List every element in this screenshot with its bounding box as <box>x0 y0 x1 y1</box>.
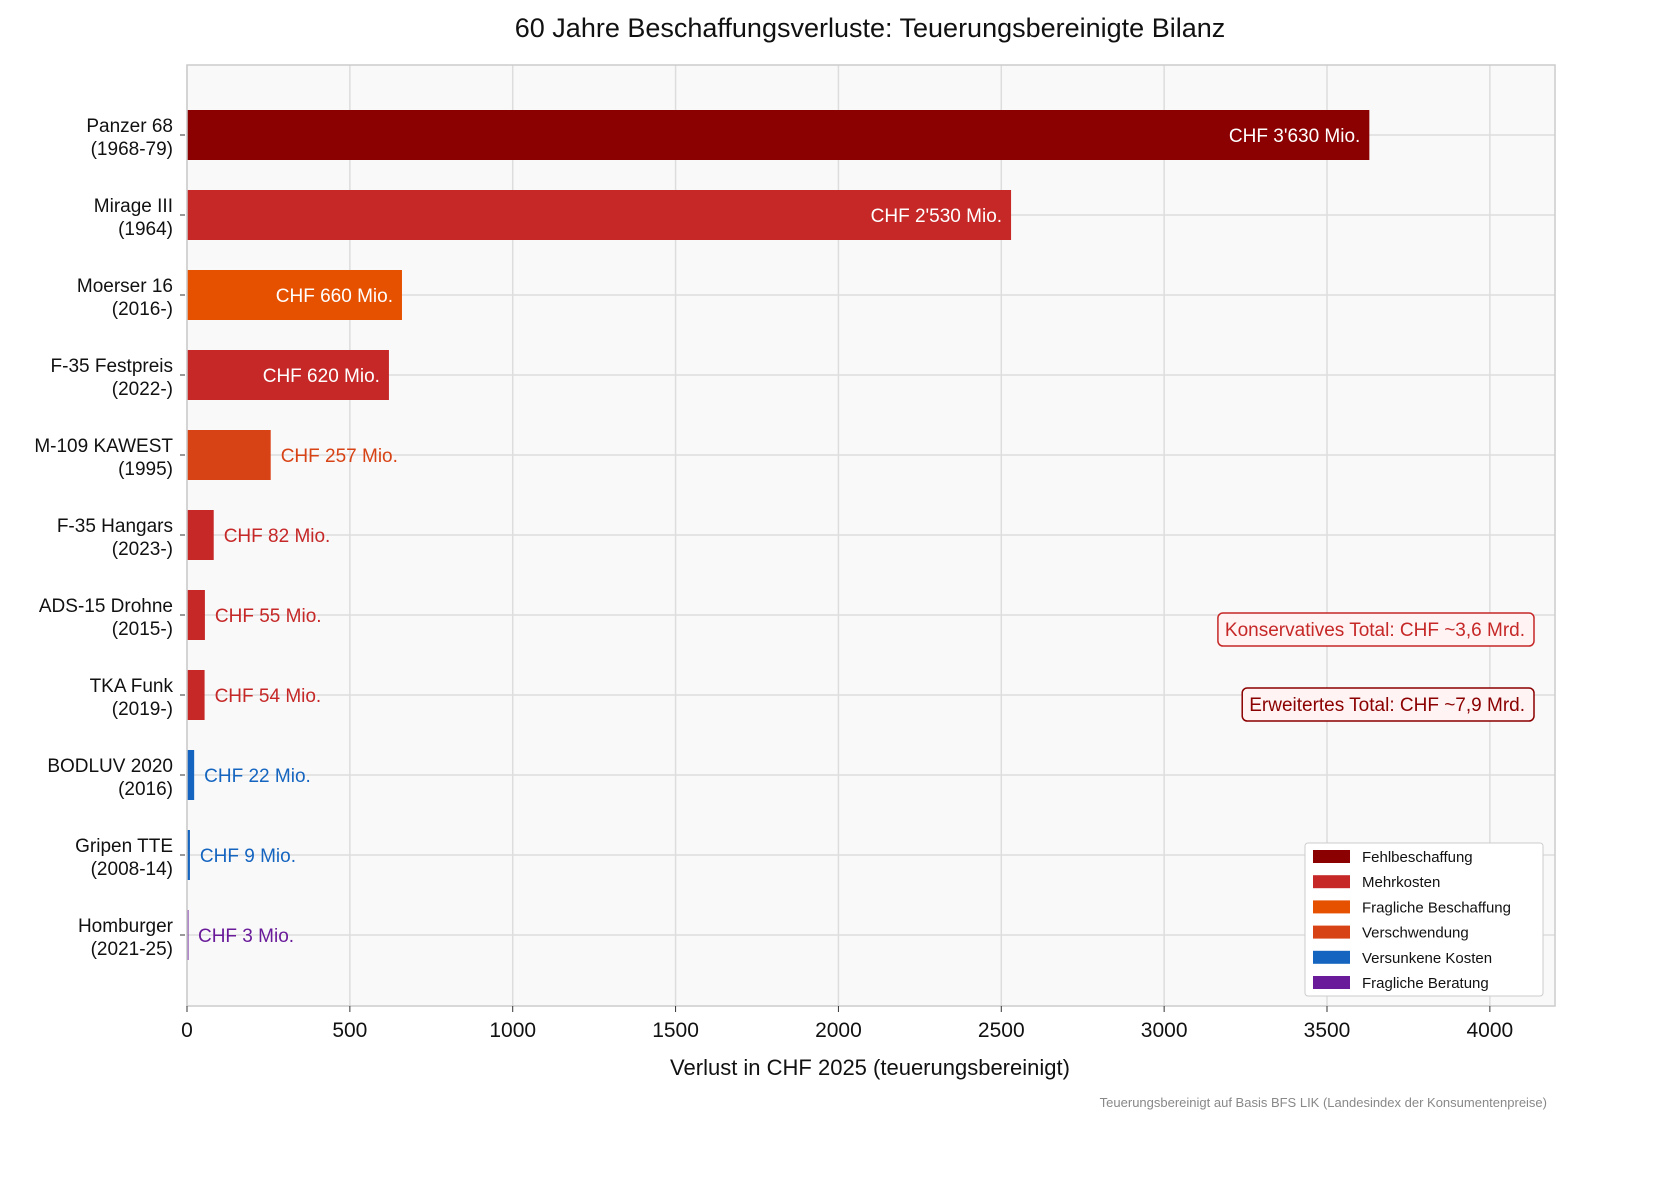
data-label: CHF 257 Mio. <box>281 446 398 467</box>
legend-swatch <box>1313 950 1350 964</box>
data-label: CHF 2'530 Mio. <box>871 206 1002 227</box>
y-tick-label: Gripen TTE <box>75 836 173 857</box>
bar-gripen-tte <box>187 830 190 880</box>
data-label: CHF 55 Mio. <box>215 606 322 627</box>
bar-bodluv-2020 <box>187 750 195 800</box>
legend-label: Versunkene Kosten <box>1362 950 1492 967</box>
y-tick-label: BODLUV 2020 <box>47 756 173 777</box>
data-label: CHF 660 Mio. <box>276 286 393 307</box>
bar-m-109-kawest <box>187 430 271 480</box>
y-tick-label: Homburger <box>78 916 174 937</box>
data-label: CHF 54 Mio. <box>215 686 322 707</box>
legend-swatch <box>1313 850 1350 863</box>
bar-f-35-hangars <box>187 510 214 560</box>
legend-swatch <box>1313 900 1350 914</box>
y-tick-label: TKA Funk <box>90 676 174 697</box>
data-label: CHF 82 Mio. <box>224 526 331 547</box>
y-tick-label-sub: (2021-25) <box>91 939 173 960</box>
legend-label: Fragliche Beschaffung <box>1362 899 1511 916</box>
x-tick-label: 2500 <box>978 1019 1025 1042</box>
data-label: CHF 620 Mio. <box>263 366 380 387</box>
x-tick-label: 3000 <box>1141 1019 1188 1042</box>
legend-swatch <box>1313 976 1350 989</box>
legend-label: Verschwendung <box>1362 925 1469 942</box>
x-tick-label: 1500 <box>652 1019 699 1042</box>
y-tick-label-sub: (2022-) <box>112 379 173 400</box>
legend-swatch <box>1313 925 1350 939</box>
data-label: CHF 3'630 Mio. <box>1229 126 1360 147</box>
annotation-box <box>1241 687 1535 722</box>
x-tick-label: 1000 <box>489 1019 536 1042</box>
data-label: CHF 22 Mio. <box>204 766 311 787</box>
legend-label: Fragliche Beratung <box>1362 975 1489 992</box>
y-tick-label-sub: (1968-79) <box>91 139 173 160</box>
legend-swatch <box>1313 875 1350 889</box>
y-tick-label: Moerser 16 <box>77 276 173 297</box>
bar-f-35-festpreis <box>187 350 389 400</box>
bar-tka-funk <box>187 670 205 720</box>
y-tick-label-sub: (1964) <box>118 219 173 240</box>
x-tick-label: 500 <box>332 1019 367 1042</box>
y-tick-label: ADS-15 Drohne <box>39 596 173 617</box>
annotation-text: Konservatives Total: CHF ~3,6 Mrd. <box>1225 620 1525 641</box>
y-tick-label: F-35 Festpreis <box>51 356 173 377</box>
y-tick-label-sub: (2015-) <box>112 619 173 640</box>
legend-label: Fehlbeschaffung <box>1362 849 1473 866</box>
data-label: CHF 9 Mio. <box>200 846 296 867</box>
y-tick-label: F-35 Hangars <box>57 516 173 537</box>
y-tick-label-sub: (2019-) <box>112 699 173 720</box>
y-tick-label-sub: (1995) <box>118 459 173 480</box>
y-tick-label-sub: (2016) <box>118 779 173 800</box>
bar-ads-15-drohne <box>187 590 205 640</box>
y-tick-label-sub: (2008-14) <box>91 859 173 880</box>
bar-mirage-iii <box>187 190 1012 240</box>
bar-moerser-16 <box>187 270 402 320</box>
annotation-box <box>1217 612 1535 647</box>
annotation-text: Erweitertes Total: CHF ~7,9 Mrd. <box>1249 695 1525 716</box>
y-tick-label: Mirage III <box>94 196 173 217</box>
bar-panzer-68 <box>187 110 1370 160</box>
y-tick-label: M-109 KAWEST <box>34 436 173 457</box>
x-tick-label: 3500 <box>1304 1019 1351 1042</box>
y-tick-label: Panzer 68 <box>86 116 173 137</box>
total-annotation: Konservatives Total: CHF ~3,6 Mrd. <box>1217 612 1535 647</box>
x-tick-label: 4000 <box>1466 1019 1513 1042</box>
x-tick-label: 0 <box>181 1019 193 1042</box>
legend-frame <box>1304 842 1544 997</box>
legend-label: Mehrkosten <box>1362 874 1440 891</box>
legend: Fehlbeschaffung Mehrkosten Fragliche Besch… <box>1304 842 1544 997</box>
chart-title: 60 Jahre Beschaffungsverluste: Teuerungs… <box>515 13 1225 43</box>
y-tick-label-sub: (2016-) <box>112 299 173 320</box>
total-annotation: Erweitertes Total: CHF ~7,9 Mrd. <box>1241 687 1535 722</box>
y-tick-label-sub: (2023-) <box>112 539 173 560</box>
x-tick-label: 2000 <box>815 1019 862 1042</box>
footnote: Teuerungsbereinigt auf Basis BFS LIK (La… <box>1100 1095 1547 1110</box>
plot-frame <box>186 64 1556 1007</box>
data-label: CHF 3 Mio. <box>198 926 294 947</box>
x-axis-label: Verlust in CHF 2025 (teuerungsbereinigt) <box>670 1055 1070 1080</box>
